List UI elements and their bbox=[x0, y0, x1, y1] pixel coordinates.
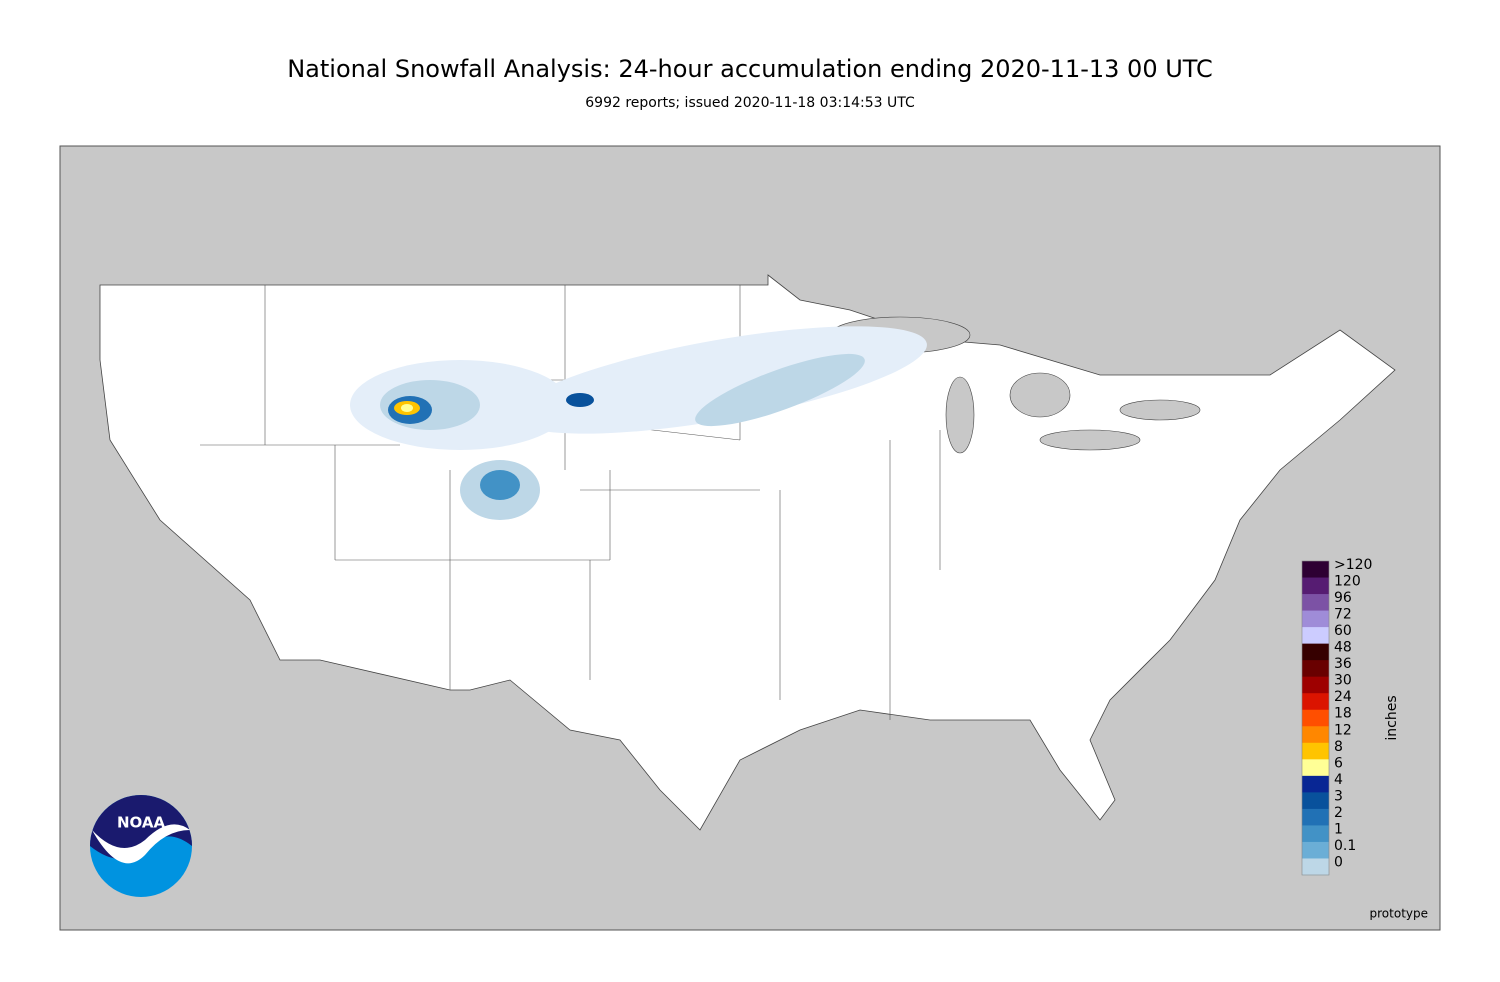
legend-swatch bbox=[1302, 775, 1329, 793]
legend-label: 3 bbox=[1334, 788, 1343, 804]
legend-label: 18 bbox=[1334, 706, 1352, 722]
legend-swatch bbox=[1302, 627, 1329, 645]
legend-swatch bbox=[1302, 594, 1329, 612]
logo-text: NOAA bbox=[117, 814, 166, 832]
legend-swatch bbox=[1302, 759, 1329, 777]
legend-label: 6 bbox=[1334, 755, 1343, 771]
legend-unit: inches bbox=[1384, 695, 1400, 740]
legend-frame bbox=[1301, 560, 1330, 876]
legend-label: 30 bbox=[1334, 673, 1352, 689]
legend-swatch bbox=[1302, 676, 1329, 694]
legend-label: 8 bbox=[1334, 739, 1343, 755]
legend-label: 1 bbox=[1334, 821, 1343, 837]
snow-areas bbox=[350, 326, 927, 520]
legend-label: 24 bbox=[1334, 689, 1352, 705]
legend-label: 0.1 bbox=[1334, 838, 1356, 854]
legend-swatch bbox=[1302, 792, 1329, 810]
legend-swatch bbox=[1302, 610, 1329, 628]
legend-swatch bbox=[1302, 742, 1329, 760]
legend-swatch bbox=[1302, 808, 1329, 826]
legend-swatch bbox=[1302, 709, 1329, 727]
noaa-logo: NOAA bbox=[90, 795, 192, 897]
legend-label: 0 bbox=[1334, 854, 1343, 870]
legend-swatch bbox=[1302, 841, 1329, 859]
legend-swatch bbox=[1302, 643, 1329, 661]
legend-swatch bbox=[1302, 561, 1329, 579]
legend: inches >1201209672604836302418128643210.… bbox=[1301, 557, 1400, 876]
legend-label: 60 bbox=[1334, 623, 1352, 639]
title: National Snowfall Analysis: 24-hour accu… bbox=[287, 55, 1213, 83]
footer-note: prototype bbox=[1370, 907, 1428, 921]
legend-swatch bbox=[1302, 825, 1329, 843]
legend-swatch bbox=[1302, 858, 1329, 876]
legend-label: 2 bbox=[1334, 805, 1343, 821]
legend-label: 12 bbox=[1334, 722, 1352, 738]
legend-label: 96 bbox=[1334, 590, 1352, 606]
legend-swatch bbox=[1302, 726, 1329, 744]
legend-label: 36 bbox=[1334, 656, 1352, 672]
legend-label: 48 bbox=[1334, 640, 1352, 656]
legend-swatch bbox=[1302, 693, 1329, 711]
legend-label: 72 bbox=[1334, 607, 1352, 623]
legend-label: >120 bbox=[1334, 557, 1372, 573]
legend-label: 120 bbox=[1334, 574, 1361, 590]
legend-swatch bbox=[1302, 660, 1329, 678]
legend-label: 4 bbox=[1334, 772, 1343, 788]
legend-swatch bbox=[1302, 577, 1329, 595]
map bbox=[59, 145, 1441, 931]
subtitle: 6992 reports; issued 2020-11-18 03:14:53… bbox=[585, 95, 915, 111]
